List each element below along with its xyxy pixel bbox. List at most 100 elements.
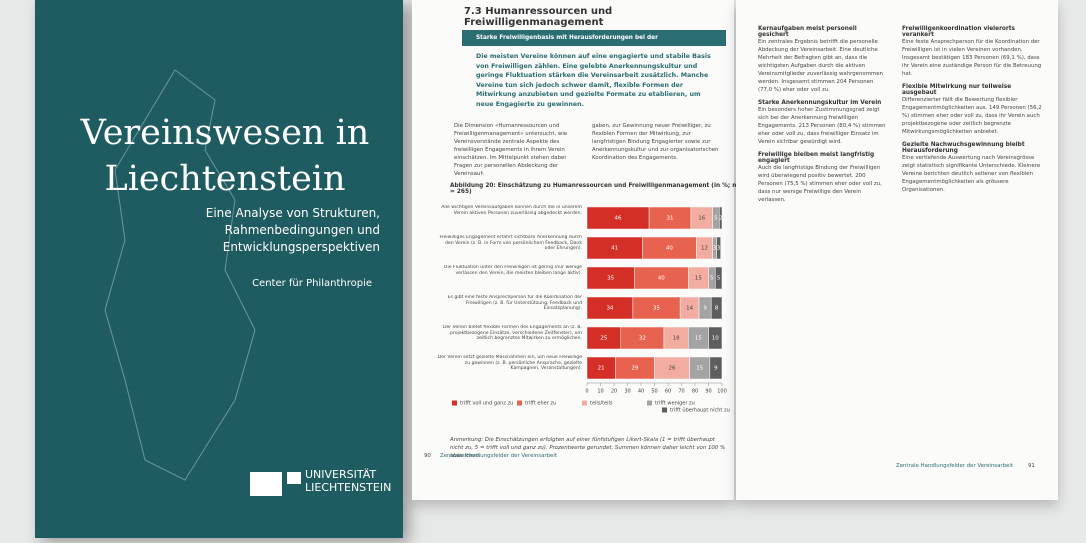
data-label: 41: [611, 246, 618, 252]
legend-label: trifft weniger zu: [655, 401, 695, 407]
legend-swatch: [582, 400, 587, 406]
data-label: 15: [696, 366, 703, 372]
x-tick-label: 0: [585, 389, 588, 395]
y-tick-label: Der Verein bietet flexible Formen des En…: [442, 325, 582, 342]
logo-block: [287, 472, 301, 484]
data-label: 46: [615, 216, 622, 222]
data-label: 2: [719, 216, 723, 222]
bar-segment: [719, 206, 723, 230]
data-label: 34: [606, 306, 613, 312]
data-label: 25: [600, 336, 607, 342]
data-label: 32: [639, 336, 646, 342]
data-label: 40: [666, 246, 673, 252]
data-label: 15: [695, 336, 702, 342]
data-label: 15: [695, 276, 702, 282]
intro-text: Die Dimension «Humanressourcen und Freiw…: [454, 123, 568, 177]
data-label: 9: [714, 366, 718, 372]
data-label: 10: [712, 336, 719, 342]
page-number: 90: [424, 453, 431, 459]
data-label: 5: [714, 216, 718, 222]
map-outline: [104, 69, 256, 481]
data-label: 40: [658, 276, 665, 282]
legend-swatch: [517, 400, 522, 406]
publisher: UNIVERSITÄT LIECHTENSTEIN: [305, 468, 392, 494]
x-tick-label: 80: [692, 389, 698, 395]
data-label: 12: [701, 246, 708, 252]
x-tick-label: 50: [651, 389, 657, 395]
section-heading: Freiwilligenkoordination vielerorts vera…: [902, 26, 1015, 38]
section-heading: Starke Anerkennungskultur im Verein: [758, 100, 882, 106]
section-title: 7.3 Humanressourcen und Freiwilligenmana…: [464, 6, 613, 28]
legend-label: trifft eher zu: [525, 401, 556, 407]
x-tick-label: 60: [665, 389, 671, 395]
x-tick-label: 30: [624, 389, 630, 395]
intro-text: gaben, zur Gewinnung neuer Freiwilliger,…: [592, 123, 719, 161]
cover-author: Center für Philanthropie: [252, 278, 372, 289]
data-label: 35: [607, 276, 614, 282]
paragraph: Ein zentrales Ergebnis betrifft die pers…: [758, 39, 883, 93]
paragraph: Differenzierter fällt die Bewertung flex…: [902, 97, 1042, 135]
column: Freiwilligenkoordination vielerorts vera…: [902, 20, 1042, 194]
legend-label: teils/teils: [590, 401, 613, 407]
section-heading: Gezielte Nachwuchsgewinnung bleibt Herau…: [902, 142, 1025, 154]
data-label: 31: [667, 216, 674, 222]
footer: Zentrale Handlungsfelder der Vereinsarbe…: [440, 453, 557, 459]
chart: Alle wichtigen Vereinsaufgaben können du…: [437, 205, 730, 414]
bar-segment: [715, 266, 723, 290]
section-heading: Flexible Mitwirkung nur teilweise ausgeb…: [902, 84, 1012, 96]
footer: Zentrale Handlungsfelder der Vereinsarbe…: [896, 463, 1013, 469]
section-heading: Kernaufgaben meist personell gesichert: [758, 26, 857, 38]
note: Anmerkung: Die Einschätzungen erfolgten …: [450, 437, 726, 459]
x-tick-label: 20: [611, 389, 617, 395]
x-tick-label: 40: [638, 389, 644, 395]
right-page: Kernaufgaben meist personell gesichert Ei…: [736, 0, 1058, 500]
data-label: 26: [669, 366, 676, 372]
left-page: 7.3 Humanressourcen und Freiwilligenmana…: [412, 0, 736, 500]
y-tick-label: Es gibt eine feste Ansprechperson für di…: [447, 295, 582, 312]
page-number: 91: [1028, 463, 1035, 469]
legend-label: trifft überhaupt nicht zu: [670, 408, 730, 414]
data-label: 29: [631, 366, 638, 372]
category-label-box: Alle wichtigen Vereinsaufgaben können du…: [441, 205, 582, 216]
paragraph: Eine feste Ansprechperson für die Koordi…: [902, 39, 1042, 77]
figure-title: Abbildung 20: Einschätzung zu Humanresso…: [450, 183, 737, 195]
category-label-box: Es gibt eine feste Ansprechperson für di…: [447, 295, 582, 312]
data-label: 14: [686, 306, 693, 312]
cover-title: Vereinswesen in Liechtenstein: [80, 113, 370, 199]
legend-swatch: [647, 400, 652, 406]
bar-segment: [708, 326, 723, 350]
legend-swatch: [662, 407, 667, 413]
cover-subtitle: Eine Analyse von Strukturen, Rahmenbedin…: [205, 206, 380, 254]
data-label: 21: [598, 366, 605, 372]
category-label-box: Der Verein bietet flexible Formen des En…: [442, 325, 582, 342]
category-label-box: Freiwilliges Engagement erfährt sichtbar…: [439, 235, 582, 252]
data-label: 3: [717, 246, 721, 252]
data-label: 16: [698, 216, 705, 222]
data-label: 3: [713, 246, 717, 252]
section-heading: Freiwillige bleiben meist langfristig en…: [758, 152, 875, 164]
y-tick-label: Freiwilliges Engagement erfährt sichtbar…: [439, 235, 582, 252]
x-tick-label: 90: [705, 389, 711, 395]
data-label: 5: [717, 276, 721, 282]
logo-block: [250, 472, 282, 496]
category-label-box: Der Verein setzt gezielte Massnahmen ein…: [437, 355, 582, 372]
box-text: Die meisten Vereine können auf eine enga…: [476, 53, 711, 108]
paragraph: Ein besonders hoher Zustimmungsgrad zeig…: [758, 107, 886, 145]
paragraph: Auch die langfristige Bindung der Freiwi…: [758, 165, 882, 203]
x-tick-label: 10: [597, 389, 603, 395]
data-label: 9: [703, 306, 707, 312]
paragraph: Eine vertiefende Auswertung nach Vereins…: [902, 155, 1041, 193]
y-tick-label: Der Verein setzt gezielte Massnahmen ein…: [437, 355, 582, 372]
box-title: Starke Freiwilligenbasis mit Herausforde…: [462, 30, 726, 57]
bar-segment: [710, 296, 723, 320]
x-tick-label: 100: [717, 389, 727, 395]
y-tick-label: Die Fluktuation unter den Freiwilligen i…: [443, 265, 582, 276]
column: Kernaufgaben meist personell gesichert Ei…: [758, 20, 888, 204]
bar-segment: [709, 356, 723, 380]
legend-label: trifft voll und ganz zu: [460, 401, 513, 407]
data-label: 5: [710, 276, 714, 282]
bar-segment: [716, 236, 721, 260]
data-label: 8: [715, 306, 719, 312]
y-tick-label: Alle wichtigen Vereinsaufgaben können du…: [441, 205, 582, 216]
